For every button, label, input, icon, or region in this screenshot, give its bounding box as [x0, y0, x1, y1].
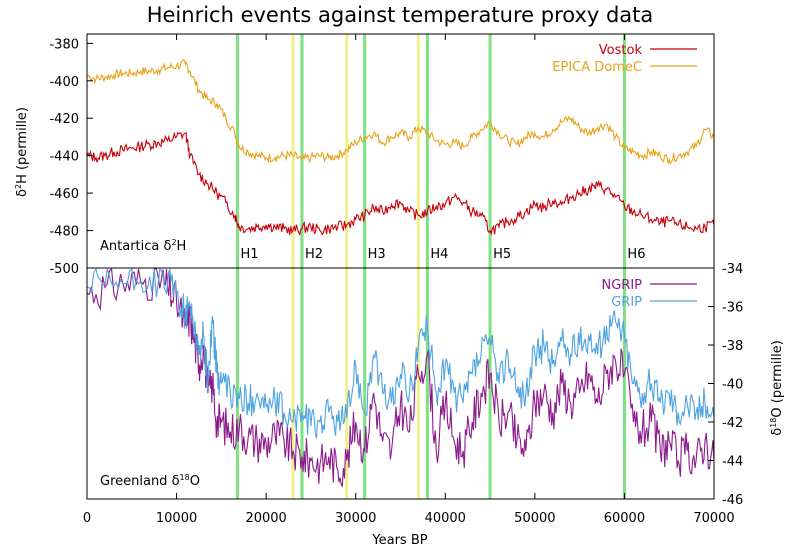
- series-grip: [86, 267, 715, 439]
- x-tick-label: 60000: [604, 511, 645, 526]
- y-tick-label-left: -440: [49, 150, 79, 165]
- event-bands: [235, 34, 626, 499]
- y-tick-label-left: -400: [49, 75, 79, 90]
- y-tick-label-left: -480: [49, 225, 79, 240]
- y-tick-label-left: -380: [49, 37, 79, 52]
- heinrich-label-h5: H5: [493, 247, 511, 262]
- antarctica-series: [86, 59, 715, 236]
- chart-title: Heinrich events against temperature prox…: [147, 3, 654, 27]
- y-tick-label-left: -420: [49, 112, 79, 127]
- greenland-series: [86, 267, 715, 488]
- heinrich-label-h6: H6: [627, 247, 645, 262]
- y-tick-label-right: -46: [722, 493, 743, 508]
- panel-label-greenland: Greenland δ18O: [100, 473, 200, 489]
- x-axis-label: Years BP: [371, 533, 427, 548]
- axes: 0 10000 20000 30000 40000 50000 60000 70000 Year…: [14, 34, 785, 548]
- legend-top-entry: EPICA DomeC: [552, 60, 642, 75]
- x-tick-label: 20000: [245, 511, 286, 526]
- legend-top-entry: Vostok: [599, 43, 643, 58]
- x-tick-label: 30000: [335, 511, 376, 526]
- x-tick-label: 40000: [425, 511, 466, 526]
- y-tick-label-right: -34: [722, 262, 743, 277]
- series-vostok: [86, 131, 715, 236]
- x-tick-label: 70000: [693, 511, 734, 526]
- series-epica-domec: [86, 59, 715, 165]
- legend-bottom-entry: GRIP: [611, 295, 642, 310]
- labels: H1 H2 H3 H4 H5 H6 Antartica δ2H Greenland δ18O: [100, 238, 645, 489]
- x-tick-label: 50000: [514, 511, 555, 526]
- legends: Vostok EPICA DomeC NGRIP GRIP: [552, 43, 697, 310]
- x-tick-label: 0: [83, 511, 91, 526]
- panel-label-antarctica: Antartica δ2H: [100, 238, 186, 254]
- y-tick-label-right: -36: [722, 301, 743, 316]
- x-tick-label: 10000: [156, 511, 197, 526]
- y-axis-label-left: δ2H (permille): [14, 107, 30, 197]
- legend-bottom-entry: NGRIP: [601, 278, 642, 293]
- heinrich-label-h3: H3: [368, 247, 386, 262]
- y-tick-label-left: -460: [49, 187, 79, 202]
- y-tick-label-left: -500: [49, 262, 79, 277]
- y-tick-label-right: -42: [722, 416, 743, 431]
- y-axis-label-right: δ18O (permille): [769, 340, 785, 436]
- heinrich-label-h4: H4: [430, 247, 448, 262]
- plot-frame: [86, 33, 715, 500]
- heinrich-label-h1: H1: [240, 247, 258, 262]
- heinrich-label-h2: H2: [305, 247, 323, 262]
- y-tick-label-right: -40: [722, 378, 743, 393]
- y-tick-label-right: -44: [722, 455, 743, 470]
- y-tick-label-right: -38: [722, 339, 743, 354]
